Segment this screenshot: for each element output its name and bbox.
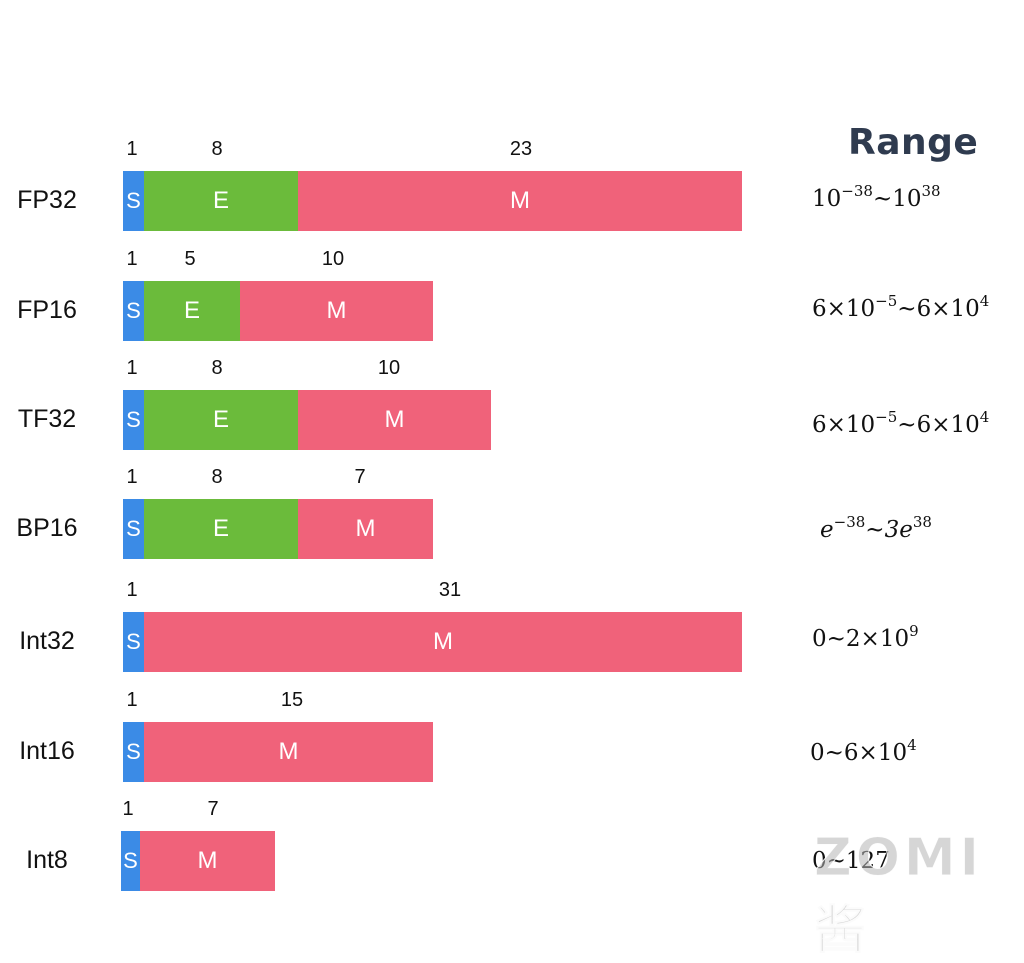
- range-sep: ~: [865, 517, 885, 543]
- sign-bit-count: 1: [122, 798, 134, 820]
- range-b_exp: 9: [909, 622, 919, 640]
- range-a: 0: [810, 740, 825, 766]
- exponent-segment: E: [144, 171, 298, 231]
- format-name: FP16: [17, 296, 77, 324]
- range-b_exp: 38: [912, 513, 932, 531]
- range-a: 6×10: [812, 296, 876, 322]
- range-b: 6×10: [916, 412, 980, 438]
- range-value: 0~6×104: [810, 736, 917, 766]
- mantissa-segment: M: [140, 831, 275, 891]
- format-name: Int8: [26, 846, 68, 874]
- range-b: 6×10: [916, 296, 980, 322]
- sign-segment: S: [123, 171, 144, 231]
- range-b: 10: [892, 186, 922, 212]
- sign-bit-count: 1: [126, 357, 138, 379]
- man-bit-count: 7: [354, 466, 366, 488]
- range-title: Range: [848, 122, 979, 163]
- mantissa-segment: M: [298, 171, 742, 231]
- sign-bit-count: 1: [126, 689, 138, 711]
- format-name: Int32: [19, 627, 75, 655]
- range-value: 6×10−5~6×104: [812, 292, 989, 322]
- range-b: 3e: [884, 517, 913, 543]
- sign-segment: S: [121, 831, 140, 891]
- range-sep: ~: [872, 186, 893, 212]
- man-bit-count: 15: [280, 689, 304, 711]
- range-value: 10−38~1038: [812, 182, 941, 212]
- mantissa-segment: M: [240, 281, 433, 341]
- man-bit-count: 23: [509, 138, 533, 160]
- man-bit-count: 7: [207, 798, 219, 820]
- bit-layout-diagram: FP32 1 8 23 S E M 10−38~1038 FP16 1 5 10 S E M 6×10−5~6…: [16, 138, 989, 891]
- mantissa-segment: M: [144, 722, 433, 782]
- mantissa-segment: M: [144, 612, 742, 672]
- range-sep: ~: [897, 412, 917, 438]
- range-b_exp: 4: [979, 408, 990, 426]
- mantissa-segment: M: [298, 499, 433, 559]
- range-value: 0~2×109: [812, 622, 919, 652]
- format-name: Int16: [19, 737, 75, 765]
- range-b: 6×10: [843, 740, 908, 766]
- range-a_exp: −5: [875, 408, 898, 426]
- format-name: FP32: [17, 186, 77, 214]
- sign-segment: S: [123, 499, 144, 559]
- range-b: 127: [845, 848, 890, 874]
- exponent-segment: E: [144, 390, 298, 450]
- exp-bit-count: 8: [211, 466, 223, 488]
- range-a: 0: [812, 626, 827, 652]
- mantissa-segment: M: [298, 390, 491, 450]
- range-a: 10: [812, 186, 842, 212]
- sign-segment: S: [123, 612, 144, 672]
- range-a_exp: −38: [833, 513, 866, 531]
- range-value: 6×10−5~6×104: [812, 408, 989, 438]
- man-bit-count: 10: [377, 357, 401, 379]
- range-sep: ~: [826, 626, 846, 652]
- exp-bit-count: 5: [184, 248, 196, 270]
- range-a: e: [820, 517, 834, 543]
- format-name: TF32: [17, 405, 77, 433]
- watermark-logo: ZOMI酱: [814, 828, 984, 962]
- sign-bit-count: 1: [126, 138, 138, 160]
- range-b_exp: 38: [921, 182, 941, 200]
- sign-bit-count: 1: [126, 466, 138, 488]
- range-a: 0: [812, 848, 827, 874]
- sign-bit-count: 1: [126, 579, 138, 601]
- range-a_exp: −5: [875, 292, 898, 310]
- range-a_exp: −38: [841, 182, 873, 200]
- range-sep: ~: [826, 848, 846, 874]
- sign-segment: S: [123, 722, 144, 782]
- range-sep: ~: [824, 740, 844, 766]
- exponent-segment: E: [144, 499, 298, 559]
- range-b_exp: 4: [907, 736, 917, 754]
- sign-segment: S: [123, 390, 144, 450]
- exponent-segment: E: [144, 281, 240, 341]
- range-b_exp: 4: [979, 292, 990, 310]
- range-sep: ~: [897, 296, 917, 322]
- man-bit-count: 31: [438, 579, 462, 601]
- range-value: e−38~3e38: [820, 513, 932, 543]
- range-a: 6×10: [812, 412, 876, 438]
- sign-segment: S: [123, 281, 144, 341]
- sign-bit-count: 1: [126, 248, 138, 270]
- range-b: 2×10: [845, 626, 910, 652]
- man-bit-count: 10: [321, 248, 345, 270]
- format-name: BP16: [16, 514, 78, 542]
- exp-bit-count: 8: [211, 138, 223, 160]
- exp-bit-count: 8: [211, 357, 223, 379]
- range-value: 0~127: [812, 848, 890, 874]
